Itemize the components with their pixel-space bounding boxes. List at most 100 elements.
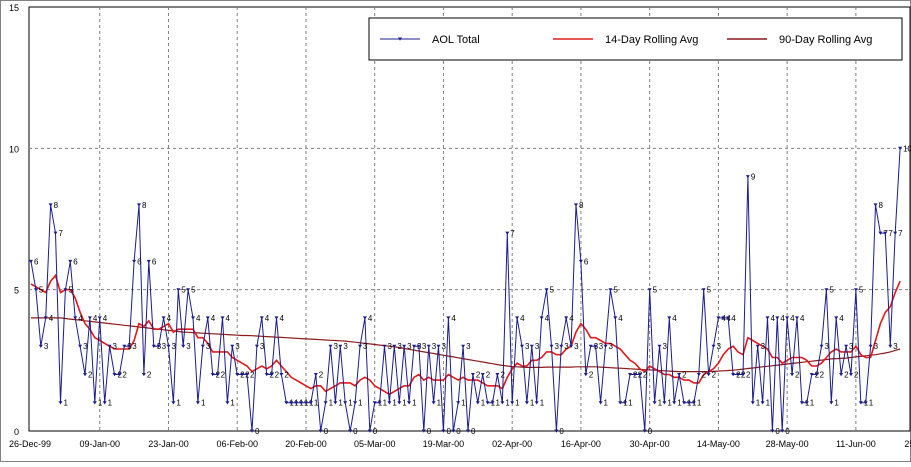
aol-total-point [539,316,544,320]
y-tick-label: 0 [14,427,19,437]
aol-total-point [195,401,200,405]
aol-total-point [873,203,878,207]
aol-total-point [534,401,539,405]
aol-total-data-label: 1 [412,399,417,408]
legend-box [368,17,903,61]
aol-total-point [279,373,284,377]
aol-total-data-label: 5 [191,286,196,295]
aol-total-data-label: 1 [383,399,388,408]
aol-total-point [269,373,274,377]
aol-total-data-label: 4 [790,314,795,323]
aol-total-data-label: 3 [388,342,393,351]
aol-total-point [804,401,809,405]
aol-total-data-label: 2 [250,370,255,379]
x-tick-label: 20-Feb-00 [285,439,327,449]
aol-total-point [200,344,205,348]
aol-total-point [436,344,441,348]
x-tick-label: 05-Mar-00 [354,439,396,449]
aol-total-point [230,344,235,348]
aol-total-point [863,401,868,405]
aol-total-point [456,401,461,405]
aol-total-point [839,373,844,377]
legend-aol-total-marker [398,37,402,41]
aol-total-point [598,401,603,405]
aol-total-data-label: 1 [230,399,235,408]
aol-total-point [672,401,677,405]
aol-total-data-label: 2 [643,370,648,379]
aol-total-point [809,373,814,377]
legend-90-day-label: 90-Day Rolling Avg [779,34,872,46]
aol-total-point [87,316,92,320]
aol-total-data-label: 2 [820,370,825,379]
aol-total-point [127,344,132,348]
aol-total-point [696,373,701,377]
aol-total-point [814,373,819,377]
x-tick-label: 14-May-00 [697,439,740,449]
aol-total-point [490,401,495,405]
aol-total-data-label: 1 [628,399,633,408]
aol-total-point [510,401,515,405]
aol-total-data-label: 2 [486,370,491,379]
aol-total-point [741,373,745,377]
aol-total-point [711,344,716,348]
aol-total-point [878,231,883,235]
aol-total-point [313,373,318,377]
aol-total-point [431,401,436,405]
aol-total-point [790,373,795,377]
aol-total-data-label: 3 [186,342,191,351]
aol-total-point [289,401,294,405]
aol-total-data-label: 3 [716,342,721,351]
aol-total-point [549,344,554,348]
aol-total-data-label: 5 [859,286,864,295]
aol-total-data-label: 2 [712,370,717,379]
aol-total-data-label: 8 [142,201,147,210]
x-tick-label: 06-Feb-00 [216,439,258,449]
aol-total-data-label: 2 [284,370,289,379]
aol-total-point [888,344,893,348]
aol-total-data-label: 1 [530,399,535,408]
x-tick-label: 26-Dec-99 [9,439,51,449]
aol-total-point [593,344,598,348]
aol-total-point [726,316,731,320]
aol-total-point [92,401,97,405]
aol-total-data-label: 4 [167,314,172,323]
aol-total-point [770,429,775,433]
aol-total-data-label: 6 [584,257,589,266]
aol-total-point [259,316,264,320]
aol-total-point [898,146,903,151]
aol-total-data-label: 7 [888,229,893,238]
aol-total-point [706,373,711,377]
aol-total-point [578,259,583,264]
aol-total-point [544,288,549,292]
aol-total-data-label: 3 [44,342,49,351]
aol-total-point [652,401,657,405]
aol-total-data-label: 2 [589,370,594,379]
aol-total-data-label: 1 [348,399,353,408]
aol-total-data-label: 1 [437,399,442,408]
aol-total-point [240,373,245,377]
plot-area [28,6,911,432]
aol-total-data-label: 2 [795,370,800,379]
aol-total-data-label: 2 [122,370,127,379]
aol-total-data-label: 1 [766,399,771,408]
aol-total-data-label: 6 [73,257,78,266]
aol-total-data-label: 8 [879,201,884,210]
aol-total-point [745,175,750,179]
aol-total-data-label: 3 [599,342,604,351]
aol-total-data-label: 2 [275,370,280,379]
aol-total-data-label: 3 [525,342,530,351]
aol-total-data-label: 0 [559,427,564,436]
aol-total-point [112,373,117,377]
y-tick-label: 5 [14,286,19,296]
aol-total-point [618,401,623,405]
aol-total-data-label: 3 [574,342,579,351]
aol-total-point [613,316,618,320]
legend-14-day-label: 14-Day Rolling Avg [605,34,698,46]
aol-total-data-label: 1 [461,399,466,408]
aol-total-point [844,344,849,348]
aol-total-data-label: 3 [397,342,402,351]
aol-total-data-label: 3 [422,342,427,351]
aol-total-point [760,401,765,405]
aol-total-data-label: 0 [785,427,790,436]
aol-total-point [235,373,240,377]
